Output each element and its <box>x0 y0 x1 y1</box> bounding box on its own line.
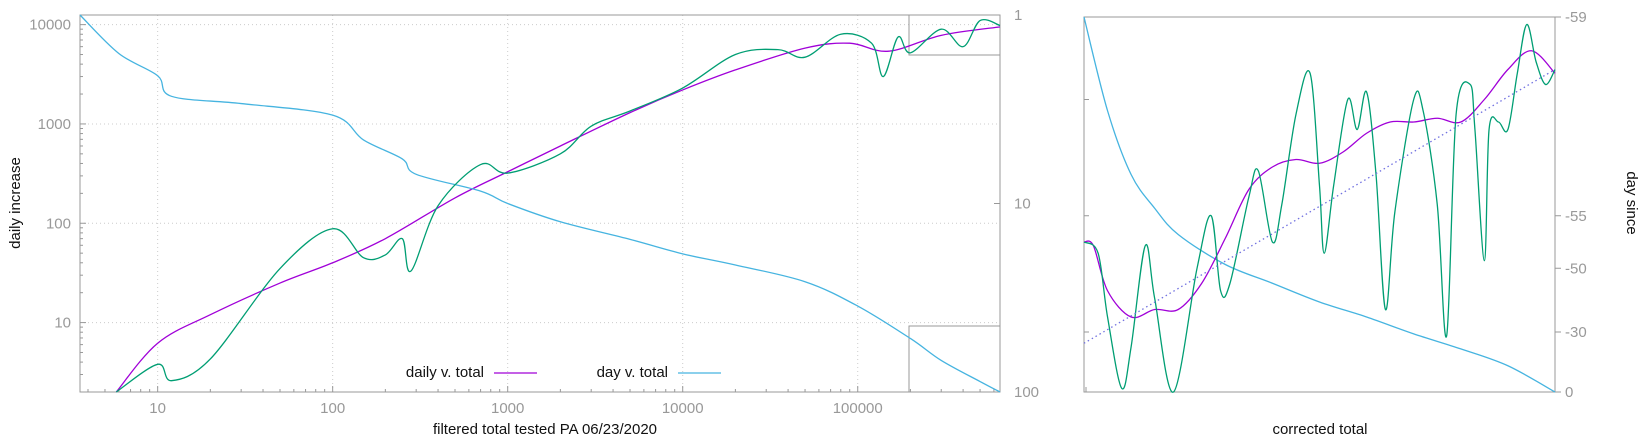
series-line-daily-total <box>115 26 1001 393</box>
right-y2-tick-label: -59 <box>1565 9 1587 26</box>
right-chart: -59 -55 -50 -30 0 corrected total day since <box>1083 9 1640 438</box>
series-line-day-total <box>79 14 1001 393</box>
left-y-axis-label: daily increase <box>7 157 24 249</box>
inset-box-bottom <box>908 325 1001 393</box>
x-tick-label: 10000 <box>662 400 704 417</box>
right-y2-tick-label: 0 <box>1565 384 1573 401</box>
left-grid <box>80 15 1000 392</box>
right-ticks: -59 -55 -50 -30 0 <box>1084 9 1587 401</box>
y-tick-label: 10 <box>54 315 71 332</box>
y-tick-label: 1000 <box>38 116 71 133</box>
x-tick-label: 10 <box>149 400 166 417</box>
right-y2-tick-label: -55 <box>1565 208 1587 225</box>
y-tick-label: 10000 <box>29 17 71 34</box>
left-chart: 10 100 1000 10000 100000 10 100 1000 10000 1 10 100… <box>7 7 1039 438</box>
series-line-raw-daily <box>115 19 1001 393</box>
left-ticks: 10 100 1000 10000 100000 10 100 1000 10000 1 10 100 <box>29 7 1039 417</box>
right-series-smoothed <box>1083 50 1556 319</box>
y-tick-label: 100 <box>46 215 71 232</box>
y2-tick-label: 10 <box>1014 196 1031 213</box>
right-x-axis-label: corrected total <box>1272 421 1367 438</box>
right-y2-axis-label: day since <box>1623 171 1640 234</box>
left-plot-frame <box>79 14 1001 393</box>
right-series-raw <box>1083 23 1556 393</box>
legend-label-daily-total: daily v. total <box>406 364 484 381</box>
x-tick-label: 100000 <box>833 400 883 417</box>
right-series-day <box>1083 16 1556 393</box>
legend: daily v. total day v. total <box>406 364 721 381</box>
right-y2-tick-label: -50 <box>1565 260 1587 277</box>
y2-tick-label: 1 <box>1014 7 1022 24</box>
right-plot-frame <box>1083 16 1556 393</box>
inset-box-top <box>908 14 1001 56</box>
left-series <box>79 14 1001 393</box>
left-x-axis-label: filtered total tested PA 06/23/2020 <box>433 421 657 438</box>
legend-label-day-total: day v. total <box>597 364 668 381</box>
right-y2-tick-label: -30 <box>1565 324 1587 341</box>
x-tick-label: 1000 <box>491 400 524 417</box>
right-series <box>1083 16 1556 393</box>
x-tick-label: 100 <box>320 400 345 417</box>
y2-tick-label: 100 <box>1014 384 1039 401</box>
